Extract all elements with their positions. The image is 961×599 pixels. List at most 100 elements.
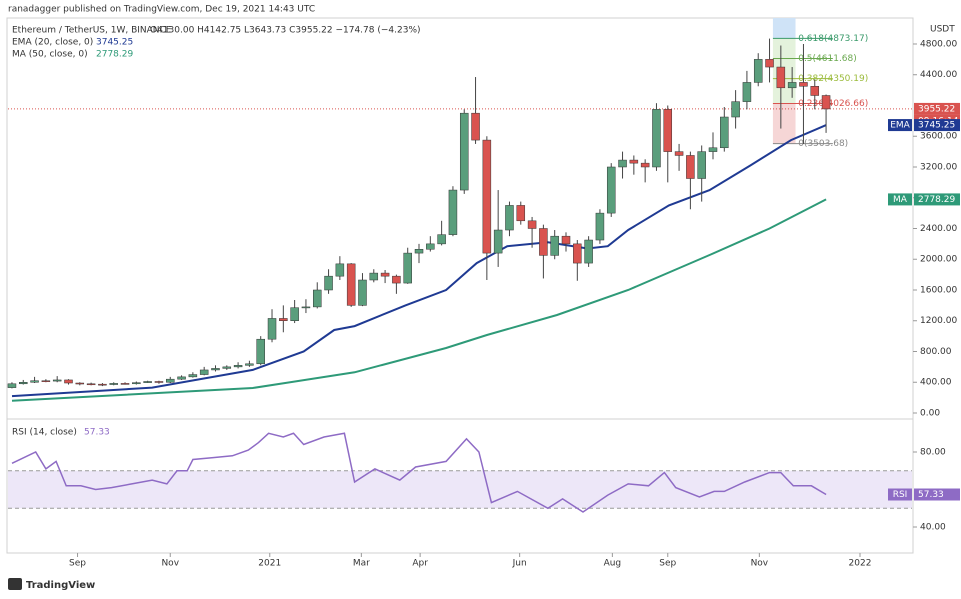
series-tag-label: RSI <box>893 490 908 500</box>
candle-body <box>245 363 254 366</box>
candle-body <box>132 382 141 385</box>
legend-name: RSI (14, close) <box>12 428 77 438</box>
candle-body <box>290 307 299 321</box>
fib-zone <box>772 103 796 144</box>
candle-body <box>199 369 209 375</box>
price-tag <box>914 119 960 132</box>
y-tick-label: 400.00 <box>920 378 952 388</box>
legend-value: 2778.29 <box>96 50 133 60</box>
fib-zone <box>772 18 796 39</box>
x-tick-label: 2022 <box>849 559 872 569</box>
x-tick-label: 2021 <box>258 559 281 569</box>
candle-body <box>720 116 729 149</box>
x-tick-label: Sep <box>69 559 86 569</box>
price-tag-label: 3955.22 <box>918 104 955 114</box>
y-tick-label: 3600.00 <box>920 132 957 142</box>
legend-name: EMA (20, close, 0) <box>12 38 93 48</box>
ma-line <box>11 198 827 402</box>
candle-body <box>335 263 345 277</box>
series-tag <box>888 193 912 206</box>
candle-body <box>753 59 763 83</box>
candle-body <box>437 234 446 245</box>
y-tick-label: 0.00 <box>920 409 940 419</box>
candle-body <box>810 86 820 96</box>
candle-body <box>471 112 480 141</box>
candle-body <box>765 59 774 68</box>
fib-label: 0.618(4873.17) <box>798 34 868 44</box>
candle-body <box>188 374 198 378</box>
candle-body <box>392 275 401 284</box>
currency: USDT <box>930 25 955 35</box>
candle-body <box>256 338 265 365</box>
y-tick-label: 1600.00 <box>920 285 957 295</box>
fib-label: 0(3503.68) <box>798 139 848 149</box>
legend-value: 3745.25 <box>96 38 133 48</box>
candle-body <box>154 381 164 383</box>
candle-body <box>482 139 492 254</box>
series-tag <box>888 488 912 501</box>
candle-body <box>629 159 639 164</box>
candle-body <box>663 109 673 152</box>
x-tick-label: Nov <box>751 559 769 569</box>
candle-body <box>584 239 593 264</box>
y-tick-label: 3200.00 <box>920 162 957 172</box>
candle-body <box>787 82 797 89</box>
candle-body <box>550 235 559 256</box>
candle-body <box>380 272 390 277</box>
candle-body <box>324 275 333 291</box>
candle-body <box>301 306 311 309</box>
x-tick-label: Jun <box>512 559 527 569</box>
y-tick-label: 1200.00 <box>920 316 957 326</box>
candle-body <box>426 243 435 250</box>
candle-body <box>697 151 706 179</box>
candle-body <box>19 381 28 385</box>
candle-body <box>52 379 62 382</box>
candle-body <box>346 263 356 306</box>
price-tag <box>914 102 960 115</box>
candle-body <box>776 66 786 89</box>
y-tick-label: 80.00 <box>920 448 946 458</box>
candle-body <box>211 368 220 371</box>
ohlc: O4130.00 H4142.75 L3643.73 C3955.22 −174… <box>150 26 421 36</box>
candle-body <box>233 365 243 368</box>
fib-label: 0.382(4350.19) <box>798 74 868 84</box>
y-tick-label: 2400.00 <box>920 224 957 234</box>
candle-body <box>742 82 752 102</box>
candle-body <box>414 248 424 254</box>
x-tick-label: Sep <box>659 559 676 569</box>
candle-body <box>177 376 186 380</box>
candle-body <box>674 151 684 156</box>
candle-body <box>222 366 232 369</box>
footer: TradingView <box>26 580 95 591</box>
price-tag <box>914 488 960 501</box>
candle-body <box>459 112 469 191</box>
price-tag-label: 57.33 <box>918 490 944 500</box>
x-tick-label: Mar <box>353 559 370 569</box>
legend-value: 57.33 <box>84 428 110 438</box>
candle-body <box>505 205 514 231</box>
candle-body <box>606 166 616 214</box>
candle-body <box>527 220 537 229</box>
candle-body <box>109 383 118 385</box>
candle-body <box>98 383 107 386</box>
candle-body <box>86 383 96 386</box>
candle-body <box>267 318 277 340</box>
rsi-band <box>8 470 912 509</box>
candle-body <box>686 155 695 179</box>
ma-line <box>11 124 827 398</box>
candle-body <box>403 252 412 284</box>
symbol: Ethereum / TetherUS, 1W, BINANCE <box>12 26 172 36</box>
y-tick-label: 2000.00 <box>920 255 957 265</box>
candle-body <box>821 95 831 110</box>
candle-body <box>516 205 526 222</box>
candle-body <box>652 109 661 168</box>
series-tag-label: EMA <box>890 121 910 131</box>
candle-body <box>618 159 627 168</box>
candle-body <box>143 381 152 383</box>
candle-body <box>120 383 130 385</box>
series-tag <box>888 119 912 132</box>
price-tag-label: 2778.29 <box>918 195 955 205</box>
candle-body <box>595 212 605 241</box>
series-tag-label: MA <box>893 195 908 205</box>
